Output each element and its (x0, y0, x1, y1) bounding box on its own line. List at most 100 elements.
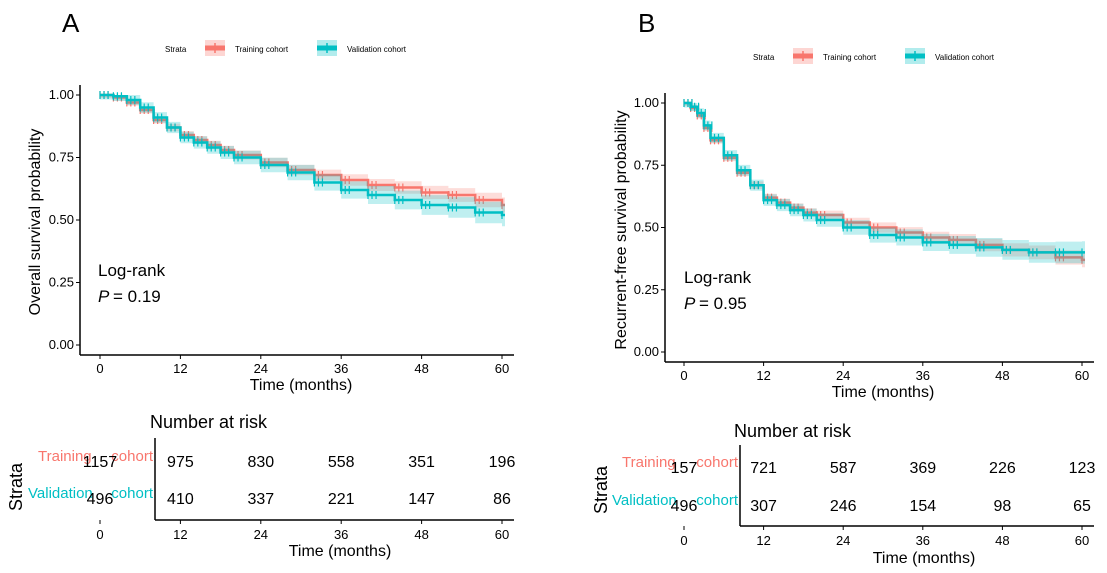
legend-item-label: Training cohort (823, 53, 877, 62)
risk-x-tick-label: 24 (836, 533, 850, 548)
risk-x-tick-label: 60 (1075, 533, 1089, 548)
risk-count: 196 (489, 454, 516, 471)
risk-count: 337 (247, 491, 274, 508)
risk-x-tick-label: 36 (916, 533, 930, 548)
series-validation (99, 91, 505, 227)
x-tick-label: 48 (995, 368, 1009, 383)
risk-count: 86 (493, 491, 511, 508)
x-tick-label: 36 (916, 368, 930, 383)
risk-row-label-group: Training (622, 454, 676, 471)
p-symbol: P (98, 287, 110, 306)
risk-count: 587 (830, 460, 857, 477)
risk-x-axis-label: Time (months) (289, 543, 392, 560)
y-tick-label: 0.25 (634, 282, 659, 297)
y-tick-label: 0.00 (49, 337, 74, 352)
series-training (99, 91, 505, 213)
risk-count: 410 (167, 491, 194, 508)
risk-count: 154 (909, 498, 936, 515)
confidence-band (100, 95, 505, 227)
legend: Strata Training cohort Validation cohort (165, 40, 407, 56)
y-tick-label: 0.75 (634, 157, 659, 172)
y-tick-label: 0.00 (634, 344, 659, 359)
risk-strata-label: Strata (6, 462, 26, 511)
x-tick-label: 0 (680, 368, 687, 383)
legend-title: Strata (753, 53, 775, 62)
y-axis-label: Overall survival probability (27, 129, 44, 316)
panel-a: A Strata Training cohort Validation cohort 0… (6, 8, 515, 560)
p-value: = 0.19 (113, 287, 161, 306)
legend-title: Strata (165, 45, 187, 54)
y-tick-label: 0.50 (634, 220, 659, 235)
confidence-band (684, 103, 1085, 264)
risk-row-label-group: Training (38, 448, 92, 465)
p-symbol: P (684, 294, 696, 313)
risk-count: 558 (328, 454, 355, 471)
panel-letter: A (62, 8, 80, 38)
risk-count: 65 (1073, 498, 1091, 515)
risk-count: 975 (167, 454, 194, 471)
panel-letter: B (638, 8, 655, 38)
x-tick-label: 60 (1075, 368, 1089, 383)
x-axis-label: Time (months) (832, 384, 935, 401)
legend-item-label: Training cohort (235, 45, 289, 54)
risk-count: 369 (909, 460, 936, 477)
series-validation (683, 99, 1085, 264)
risk-count: 496 (671, 498, 698, 515)
risk-table: Number at risk Strata Training cohort Valida… (591, 421, 1095, 567)
risk-x-tick-label: 12 (173, 527, 187, 542)
risk-x-tick-label: 60 (495, 527, 509, 542)
risk-count: 123 (1069, 460, 1096, 477)
y-tick-label: 1.00 (634, 95, 659, 110)
risk-count: 721 (750, 460, 777, 477)
risk-row-label-group: Validation (28, 485, 93, 502)
risk-row-label-cohort: cohort (111, 448, 154, 465)
confidence-band (100, 95, 505, 213)
x-tick-label: 12 (173, 361, 187, 376)
y-tick-label: 1.00 (49, 87, 74, 102)
risk-x-tick-label: 48 (995, 533, 1009, 548)
risk-row-label-cohort: cohort (696, 492, 739, 509)
y-tick-label: 0.75 (49, 150, 74, 165)
y-tick-label: 0.25 (49, 275, 74, 290)
x-tick-label: 24 (254, 361, 268, 376)
risk-x-tick-label: 0 (680, 533, 687, 548)
risk-table: Number at risk Strata Training cohort Valida… (6, 412, 515, 560)
legend-item-label: Validation cohort (935, 53, 995, 62)
p-value: = 0.95 (699, 294, 747, 313)
x-tick-label: 24 (836, 368, 850, 383)
panel-b: B Strata Training cohort Validation cohort 0… (591, 8, 1095, 567)
risk-count: 147 (408, 491, 435, 508)
y-axis-label: Recurrent-free survival probability (613, 110, 630, 349)
x-axis-label: Time (months) (250, 377, 353, 394)
legend-item-label: Validation cohort (347, 45, 407, 54)
risk-count: 246 (830, 498, 857, 515)
risk-count: 98 (994, 498, 1012, 515)
legend: Strata Training cohort Validation cohort (753, 48, 995, 64)
risk-row-label-cohort: cohort (111, 485, 154, 502)
x-tick-label: 48 (414, 361, 428, 376)
risk-count: 221 (328, 491, 355, 508)
x-tick-label: 12 (756, 368, 770, 383)
y-tick-label: 0.50 (49, 212, 74, 227)
x-tick-label: 0 (96, 361, 103, 376)
risk-strata-label: Strata (591, 465, 611, 514)
risk-x-tick-label: 48 (414, 527, 428, 542)
risk-x-tick-label: 12 (756, 533, 770, 548)
risk-count: 351 (408, 454, 435, 471)
risk-row-label-group: Validation (612, 492, 677, 509)
risk-table-title: Number at risk (150, 412, 268, 432)
risk-x-tick-label: 0 (96, 527, 103, 542)
risk-count: 157 (671, 460, 698, 477)
risk-table-title: Number at risk (734, 421, 852, 441)
risk-count: 307 (750, 498, 777, 515)
risk-x-tick-label: 24 (254, 527, 268, 542)
risk-count: 1157 (83, 454, 118, 471)
risk-x-axis-label: Time (months) (873, 550, 976, 567)
risk-row-label-cohort: cohort (696, 454, 739, 471)
x-tick-label: 60 (495, 361, 509, 376)
logrank-label: Log-rank (684, 268, 752, 287)
logrank-label: Log-rank (98, 261, 166, 280)
x-tick-label: 36 (334, 361, 348, 376)
risk-x-tick-label: 36 (334, 527, 348, 542)
